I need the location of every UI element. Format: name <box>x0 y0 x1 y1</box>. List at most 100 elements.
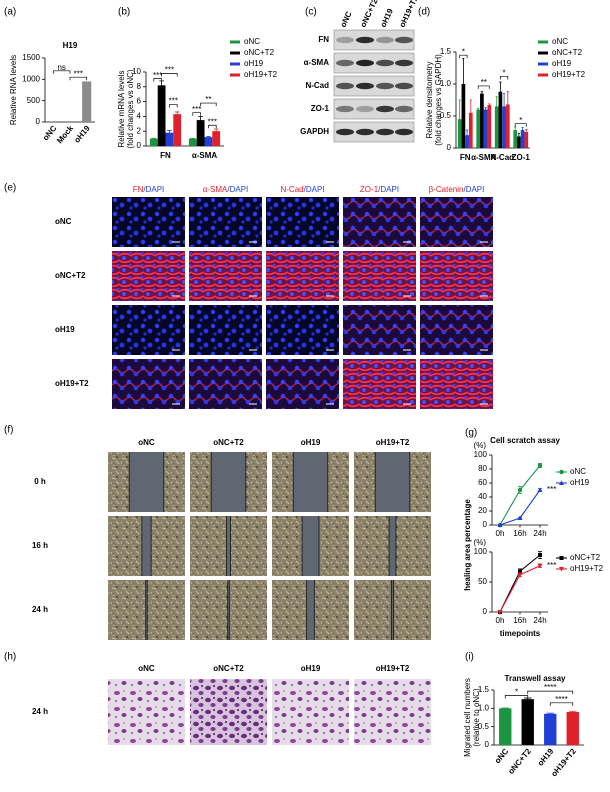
column-label: N-Cad/DAPI <box>280 185 324 194</box>
panel-letter: (g) <box>465 428 477 439</box>
x-tick-label: oNC <box>493 747 511 766</box>
y-tick-label: 2 <box>137 126 142 135</box>
blot-band <box>376 128 394 136</box>
point <box>538 553 542 557</box>
point <box>537 487 543 492</box>
legend-swatch <box>230 62 240 66</box>
row-label: oNC <box>55 217 72 226</box>
bar <box>502 106 506 148</box>
column-label: β-Catenin/DAPI <box>429 185 485 194</box>
y-tick-label: 0 <box>483 607 488 616</box>
bar <box>521 699 534 745</box>
protein-label: ZO-1 <box>311 104 330 113</box>
significance-bracket <box>504 695 529 699</box>
blot-band <box>336 82 354 90</box>
micrograph <box>343 251 416 301</box>
transwell-image <box>108 679 185 745</box>
y-axis-label: Migrated cell numbers <box>463 678 472 757</box>
y-axis-label: Relative RNA levels <box>9 55 18 125</box>
y-tick-label: 0 <box>447 143 452 152</box>
significance-bracket <box>500 75 509 80</box>
significance-label: *** <box>192 105 201 114</box>
y-tick-label: 1.0 <box>478 703 490 712</box>
significance-label: *** <box>547 561 556 570</box>
y-tick-label: 1500 <box>22 53 40 62</box>
protein-label: FN <box>318 35 329 44</box>
significance-bracket <box>514 123 527 127</box>
row-label: 0 h <box>34 477 46 486</box>
micrograph <box>266 305 339 355</box>
significance-label: * <box>515 688 518 697</box>
micrograph <box>112 305 185 355</box>
error-bar <box>480 91 484 96</box>
blot-band <box>395 36 413 44</box>
y-axis-label: healing area percentage <box>463 499 472 591</box>
blot-band <box>356 36 374 44</box>
error-bar <box>198 116 203 124</box>
significance-label: ns <box>57 63 65 72</box>
error-bar <box>514 126 517 134</box>
legend-label: oH19 <box>570 478 590 487</box>
legend-label: oNC <box>552 37 568 46</box>
line <box>499 554 541 613</box>
significance-label: *** <box>153 71 162 80</box>
micrograph <box>189 359 262 409</box>
x-tick-label: N-Cad <box>490 153 514 162</box>
bar <box>494 106 499 148</box>
significance-bracket <box>169 104 178 108</box>
scratch-gap <box>211 452 246 512</box>
error-bar <box>484 107 487 112</box>
y-tick-label: 1.5 <box>478 685 490 694</box>
column-label: oH19+T2 <box>376 664 410 673</box>
error-bar <box>151 137 157 139</box>
scratch-gap <box>145 580 148 640</box>
legend-marker <box>559 556 564 560</box>
bar <box>520 130 525 148</box>
error-bar <box>546 712 554 715</box>
x-tick-label: FN <box>160 151 171 160</box>
y-unit: (%) <box>474 441 487 450</box>
error-bar <box>506 91 509 118</box>
y-tick-label: 100 <box>474 547 488 556</box>
blot-band <box>376 82 394 90</box>
scratch-gap <box>389 516 396 576</box>
blot-band <box>376 59 394 67</box>
micrograph <box>266 251 339 301</box>
micrograph <box>420 305 493 355</box>
micrograph <box>266 197 339 247</box>
bar <box>188 138 197 146</box>
blot-band <box>395 128 413 136</box>
blot-band <box>395 59 413 67</box>
blot-band <box>356 82 374 90</box>
scratch-gap <box>391 580 394 640</box>
bar <box>212 131 221 146</box>
x-tick-label: oNC+T2 <box>506 746 533 776</box>
y-axis-label: Relative densitometry <box>425 62 434 139</box>
significance-bracket <box>192 112 201 116</box>
chart-title: Transwell assay <box>505 674 566 683</box>
y-tick-label: 1.5 <box>440 47 452 56</box>
micrograph <box>420 359 493 409</box>
x-tick-label: ZO-1 <box>512 153 531 162</box>
error-bar <box>501 707 509 709</box>
scratch-gap <box>306 580 315 640</box>
y-tick-label: 8 <box>137 82 142 91</box>
counterstain-label: /DAPI <box>378 185 399 194</box>
counterstain-label: /DAPI <box>463 185 484 194</box>
transwell-image <box>354 679 431 745</box>
y-tick-label: 20 <box>478 506 487 515</box>
blot-band <box>336 105 354 113</box>
point <box>497 522 503 527</box>
protein-label: N-Cad <box>305 81 329 90</box>
y-tick-label: 0.5 <box>440 111 452 120</box>
blot-band <box>356 59 374 67</box>
legend-swatch <box>230 73 240 77</box>
counterstain-label: /DAPI <box>304 185 325 194</box>
y-tick-label: 100 <box>474 450 488 459</box>
error-bar <box>213 128 219 134</box>
significance-bracket <box>527 690 574 695</box>
bar <box>173 114 182 146</box>
bar <box>487 105 492 148</box>
